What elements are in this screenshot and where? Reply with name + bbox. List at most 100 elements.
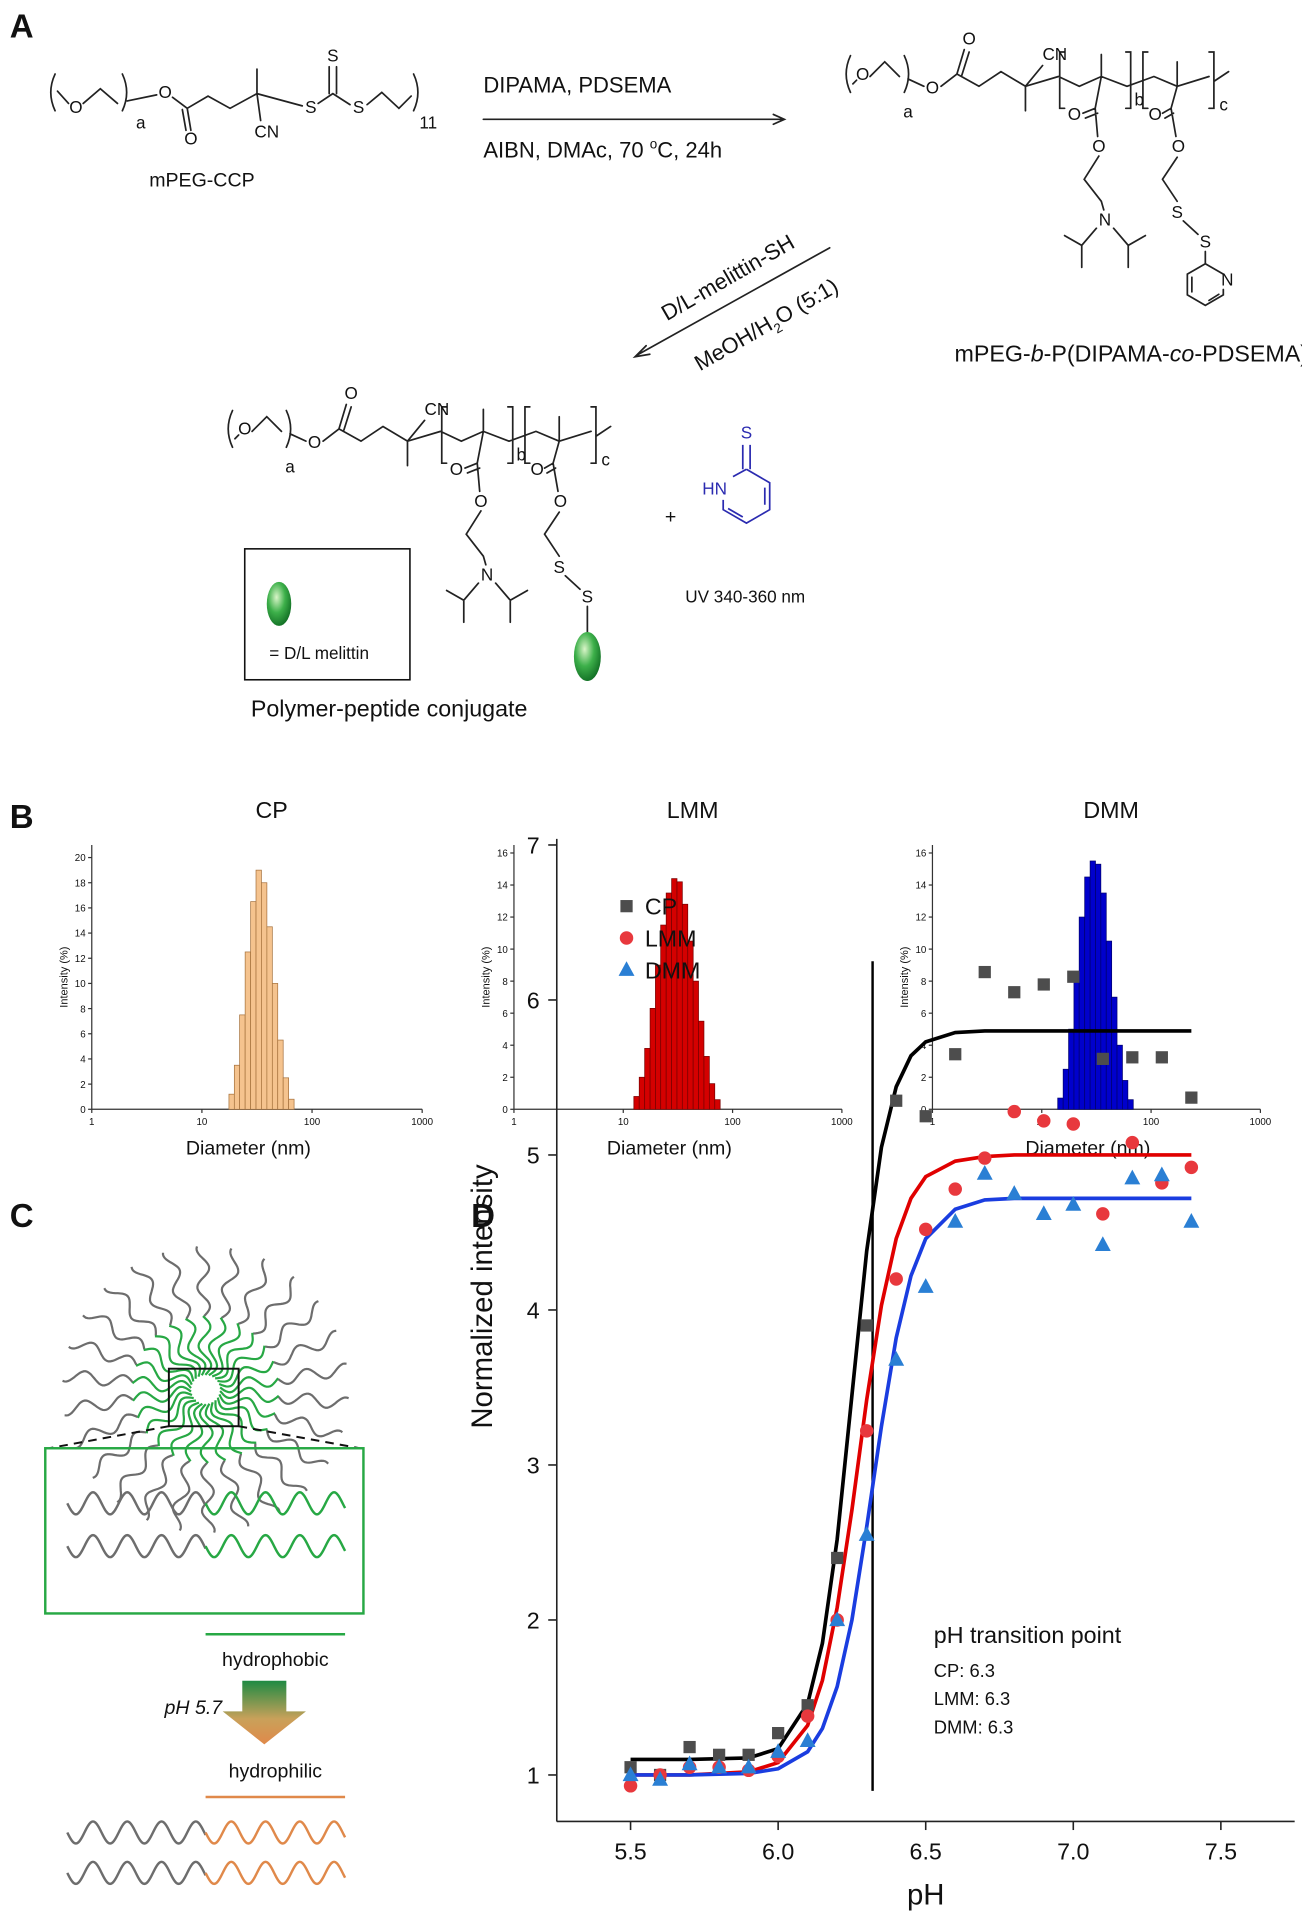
point bbox=[1096, 1052, 1109, 1065]
chain bbox=[204, 1403, 227, 1462]
atom-label: N bbox=[1221, 269, 1233, 289]
panel-label: C bbox=[10, 1197, 34, 1234]
y-tick-label: 5 bbox=[527, 1143, 540, 1169]
bonds bbox=[845, 48, 1230, 269]
y-axis-label: Intensity (%) bbox=[480, 947, 492, 1008]
chart-title: CP bbox=[256, 797, 288, 823]
atom-label: S bbox=[741, 422, 752, 442]
point bbox=[801, 1699, 814, 1712]
atom-label: N bbox=[481, 564, 493, 584]
point bbox=[1067, 970, 1080, 983]
bar bbox=[233, 1064, 240, 1110]
x-tick-label: 10 bbox=[618, 1117, 629, 1128]
chain bbox=[265, 1300, 319, 1349]
x-tick-label: 1 bbox=[89, 1117, 94, 1128]
point bbox=[1155, 1051, 1168, 1064]
chain bbox=[218, 1360, 275, 1388]
point bbox=[1065, 1196, 1082, 1211]
atom-label: a bbox=[903, 102, 913, 122]
point bbox=[919, 1110, 932, 1123]
chain bbox=[204, 1860, 347, 1886]
chain bbox=[184, 1402, 204, 1462]
atom-label: O bbox=[69, 97, 82, 117]
x-tick-label: 100 bbox=[724, 1117, 741, 1128]
y-tick-label: 14 bbox=[497, 881, 508, 892]
plus: + bbox=[665, 506, 676, 528]
y-tick-label: 12 bbox=[915, 913, 926, 924]
atom-label: S bbox=[1200, 231, 1211, 251]
chain bbox=[74, 1413, 138, 1450]
point bbox=[1124, 1169, 1141, 1185]
point bbox=[1185, 1091, 1198, 1104]
chain bbox=[66, 1820, 207, 1845]
text-part: C, 24h bbox=[657, 137, 722, 162]
atom-label: HN bbox=[702, 479, 727, 499]
chain bbox=[204, 1491, 347, 1516]
chain bbox=[62, 1370, 134, 1387]
atom-label: S bbox=[305, 97, 316, 117]
text-part: mPEG- bbox=[954, 341, 1030, 367]
point bbox=[1006, 1185, 1023, 1200]
legend-label: CP bbox=[645, 894, 677, 920]
legend-label: LMM bbox=[645, 926, 697, 952]
chain bbox=[168, 1324, 202, 1377]
text-part: -P(DIPAMA- bbox=[1044, 341, 1170, 367]
point bbox=[652, 1771, 669, 1786]
y-tick-label: 20 bbox=[75, 853, 86, 864]
bar bbox=[1127, 1099, 1134, 1110]
point bbox=[1096, 1207, 1110, 1221]
atom-label: O bbox=[962, 28, 975, 48]
atom-label: b bbox=[517, 444, 527, 464]
zoom-lines bbox=[48, 1425, 360, 1450]
y-tick-label: 0 bbox=[80, 1105, 86, 1116]
bar bbox=[660, 924, 667, 1110]
point bbox=[681, 1755, 698, 1771]
y-tick-label: 6 bbox=[80, 1029, 85, 1040]
point bbox=[1125, 1135, 1140, 1150]
y-tick-label: 2 bbox=[80, 1080, 85, 1091]
fit-curve bbox=[630, 1029, 1192, 1762]
point bbox=[947, 1213, 964, 1228]
atom-label: O bbox=[926, 77, 939, 97]
point bbox=[770, 1743, 787, 1758]
x-tick-label: 100 bbox=[1143, 1117, 1160, 1128]
x-tick-label: 100 bbox=[304, 1117, 321, 1128]
y-tick-label: 14 bbox=[915, 881, 926, 892]
segment-label: hydrophilic bbox=[229, 1760, 323, 1782]
y-tick-label: 16 bbox=[75, 904, 86, 915]
point bbox=[859, 1424, 874, 1438]
y-tick-label: 2 bbox=[921, 1073, 926, 1084]
condition-note: UV 340-360 nm bbox=[685, 587, 805, 607]
bar bbox=[692, 980, 699, 1110]
x-axis-label: pH bbox=[907, 1879, 945, 1912]
bar bbox=[250, 901, 257, 1110]
point bbox=[978, 965, 991, 979]
y-tick-label: 1 bbox=[527, 1763, 540, 1789]
point bbox=[858, 1526, 875, 1541]
chain bbox=[135, 1361, 193, 1386]
bar bbox=[1068, 1028, 1075, 1110]
text-part: b bbox=[1031, 341, 1044, 367]
y-tick-label: 2 bbox=[502, 1073, 507, 1084]
legend-label: DMM bbox=[645, 957, 701, 983]
chain bbox=[64, 1394, 134, 1417]
atom-label: O bbox=[531, 459, 544, 479]
y-tick-label: 6 bbox=[527, 988, 540, 1014]
bonds bbox=[49, 65, 419, 132]
conditions: AIBN, DMAc, 70 oC, 24h bbox=[483, 137, 722, 163]
bar bbox=[1111, 996, 1118, 1110]
chain bbox=[103, 1287, 157, 1336]
fit-curve bbox=[630, 1196, 1192, 1777]
byproduct: S HN bbox=[702, 422, 771, 525]
point bbox=[1094, 1236, 1111, 1251]
point bbox=[800, 1709, 815, 1723]
superscript: o bbox=[650, 137, 657, 152]
peptide bbox=[573, 632, 601, 681]
atom-label: O bbox=[1068, 104, 1081, 124]
atom-label: O bbox=[1148, 104, 1161, 124]
y-tick-label: 10 bbox=[497, 945, 508, 956]
bar bbox=[1073, 972, 1080, 1110]
chain bbox=[238, 1258, 268, 1325]
atom-label: O bbox=[450, 459, 463, 479]
point bbox=[918, 1222, 933, 1237]
